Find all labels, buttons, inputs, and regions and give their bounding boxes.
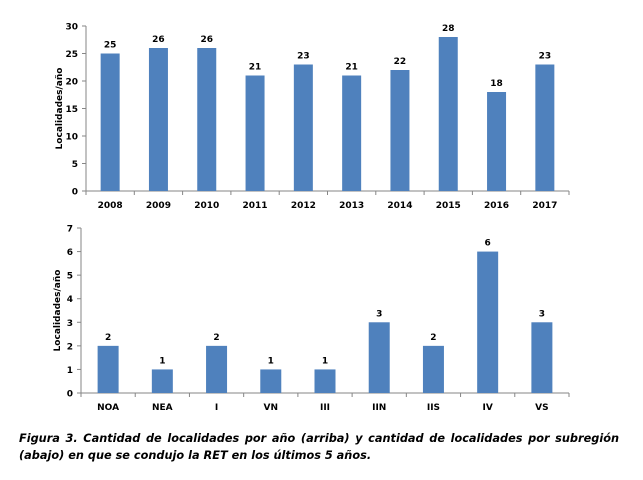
data-label: 18 (490, 79, 503, 89)
y-axis-title: Localidades/año (55, 68, 65, 150)
bar (97, 345, 119, 393)
bar (422, 345, 444, 393)
y-axis-title: Localidades/año (53, 270, 63, 352)
x-tick-label: 2010 (194, 201, 219, 211)
y-tick-label: 25 (65, 50, 78, 60)
y-tick-label: 10 (65, 133, 78, 143)
x-tick-label: NOA (97, 403, 119, 413)
bar (148, 48, 168, 191)
data-label: 6 (485, 239, 491, 249)
y-tick-label: 20 (65, 78, 78, 88)
x-tick-label: NEA (152, 403, 173, 413)
x-tick-label: VN (264, 403, 279, 413)
bar (314, 369, 336, 393)
x-tick-label: 2009 (146, 201, 171, 211)
x-tick-label: I (215, 403, 218, 413)
x-tick-label: VS (535, 403, 548, 413)
x-tick-label: IV (483, 403, 493, 413)
bar (487, 92, 507, 191)
y-tick-label: 5 (67, 272, 73, 282)
data-label: 3 (376, 309, 382, 319)
x-tick-label: 2014 (387, 201, 412, 211)
x-tick-label: III (320, 403, 330, 413)
bar (531, 322, 553, 393)
data-label: 26 (152, 35, 165, 45)
x-tick-label: IIN (372, 403, 386, 413)
data-label: 1 (322, 356, 328, 366)
data-label: 3 (539, 309, 545, 319)
data-label: 2 (430, 333, 436, 343)
bar (206, 345, 228, 393)
chart-localidades-por-anio: 0 5 10 15 20 25 30 25 2008 26 2009 26 2010 21 2011 23 20… (55, 23, 570, 211)
bar (368, 322, 390, 393)
y-tick-label: 0 (72, 188, 78, 198)
bar (535, 64, 555, 191)
figure-caption: Figura 3. Cantidad de localidades por añ… (19, 432, 619, 462)
data-label: 25 (104, 41, 117, 51)
bar (390, 70, 410, 191)
bar (477, 251, 499, 393)
y-tick-label: 0 (67, 390, 73, 400)
chart-localidades-por-subregion: 0 1 2 3 4 5 6 7 2 NOA 1 NEA 2 I 1 VN 1 III 3 IIN 2 IIS 6 IV 3 VS L… (53, 225, 570, 413)
bar (260, 369, 282, 393)
y-tick-label: 3 (67, 319, 73, 329)
bar (342, 75, 362, 191)
bar (245, 75, 265, 191)
bar (293, 64, 313, 191)
x-tick-label: 2013 (339, 201, 364, 211)
y-tick-label: 5 (72, 160, 78, 170)
data-label: 22 (394, 57, 407, 67)
data-label: 23 (297, 52, 310, 62)
y-tick-label: 7 (67, 225, 73, 235)
x-tick-label: 2015 (436, 201, 461, 211)
data-label: 1 (268, 356, 274, 366)
y-tick-label: 30 (65, 23, 78, 33)
data-label: 28 (442, 24, 455, 34)
x-tick-label: 2017 (532, 201, 557, 211)
bar (197, 48, 217, 191)
x-tick-label: 2008 (98, 201, 123, 211)
data-label: 21 (249, 63, 262, 73)
data-label: 2 (105, 333, 111, 343)
bar (100, 53, 120, 191)
data-label: 1 (159, 356, 165, 366)
y-tick-label: 4 (67, 295, 73, 305)
data-label: 2 (213, 333, 219, 343)
x-tick-label: IIS (427, 403, 440, 413)
data-label: 23 (539, 52, 552, 62)
y-tick-label: 2 (67, 342, 73, 352)
data-label: 21 (345, 63, 358, 73)
y-tick-label: 15 (65, 105, 78, 115)
y-tick-label: 6 (67, 248, 73, 258)
x-tick-label: 2016 (484, 201, 509, 211)
data-label: 26 (200, 35, 213, 45)
bar (438, 37, 458, 191)
y-tick-label: 1 (67, 366, 73, 376)
x-tick-label: 2011 (243, 201, 268, 211)
x-tick-label: 2012 (291, 201, 316, 211)
bar (151, 369, 173, 393)
